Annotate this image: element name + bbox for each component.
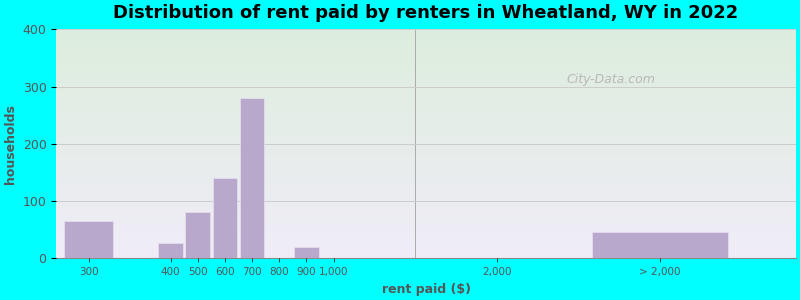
Bar [592,232,728,258]
Bar [213,178,237,258]
Bar [65,221,114,258]
X-axis label: rent paid ($): rent paid ($) [382,283,470,296]
Title: Distribution of rent paid by renters in Wheatland, WY in 2022: Distribution of rent paid by renters in … [114,4,738,22]
Bar [158,243,182,258]
Bar [294,247,318,258]
Text: City-Data.com: City-Data.com [566,73,655,86]
Bar [240,98,264,258]
Bar [186,212,210,258]
Y-axis label: households: households [4,104,17,184]
